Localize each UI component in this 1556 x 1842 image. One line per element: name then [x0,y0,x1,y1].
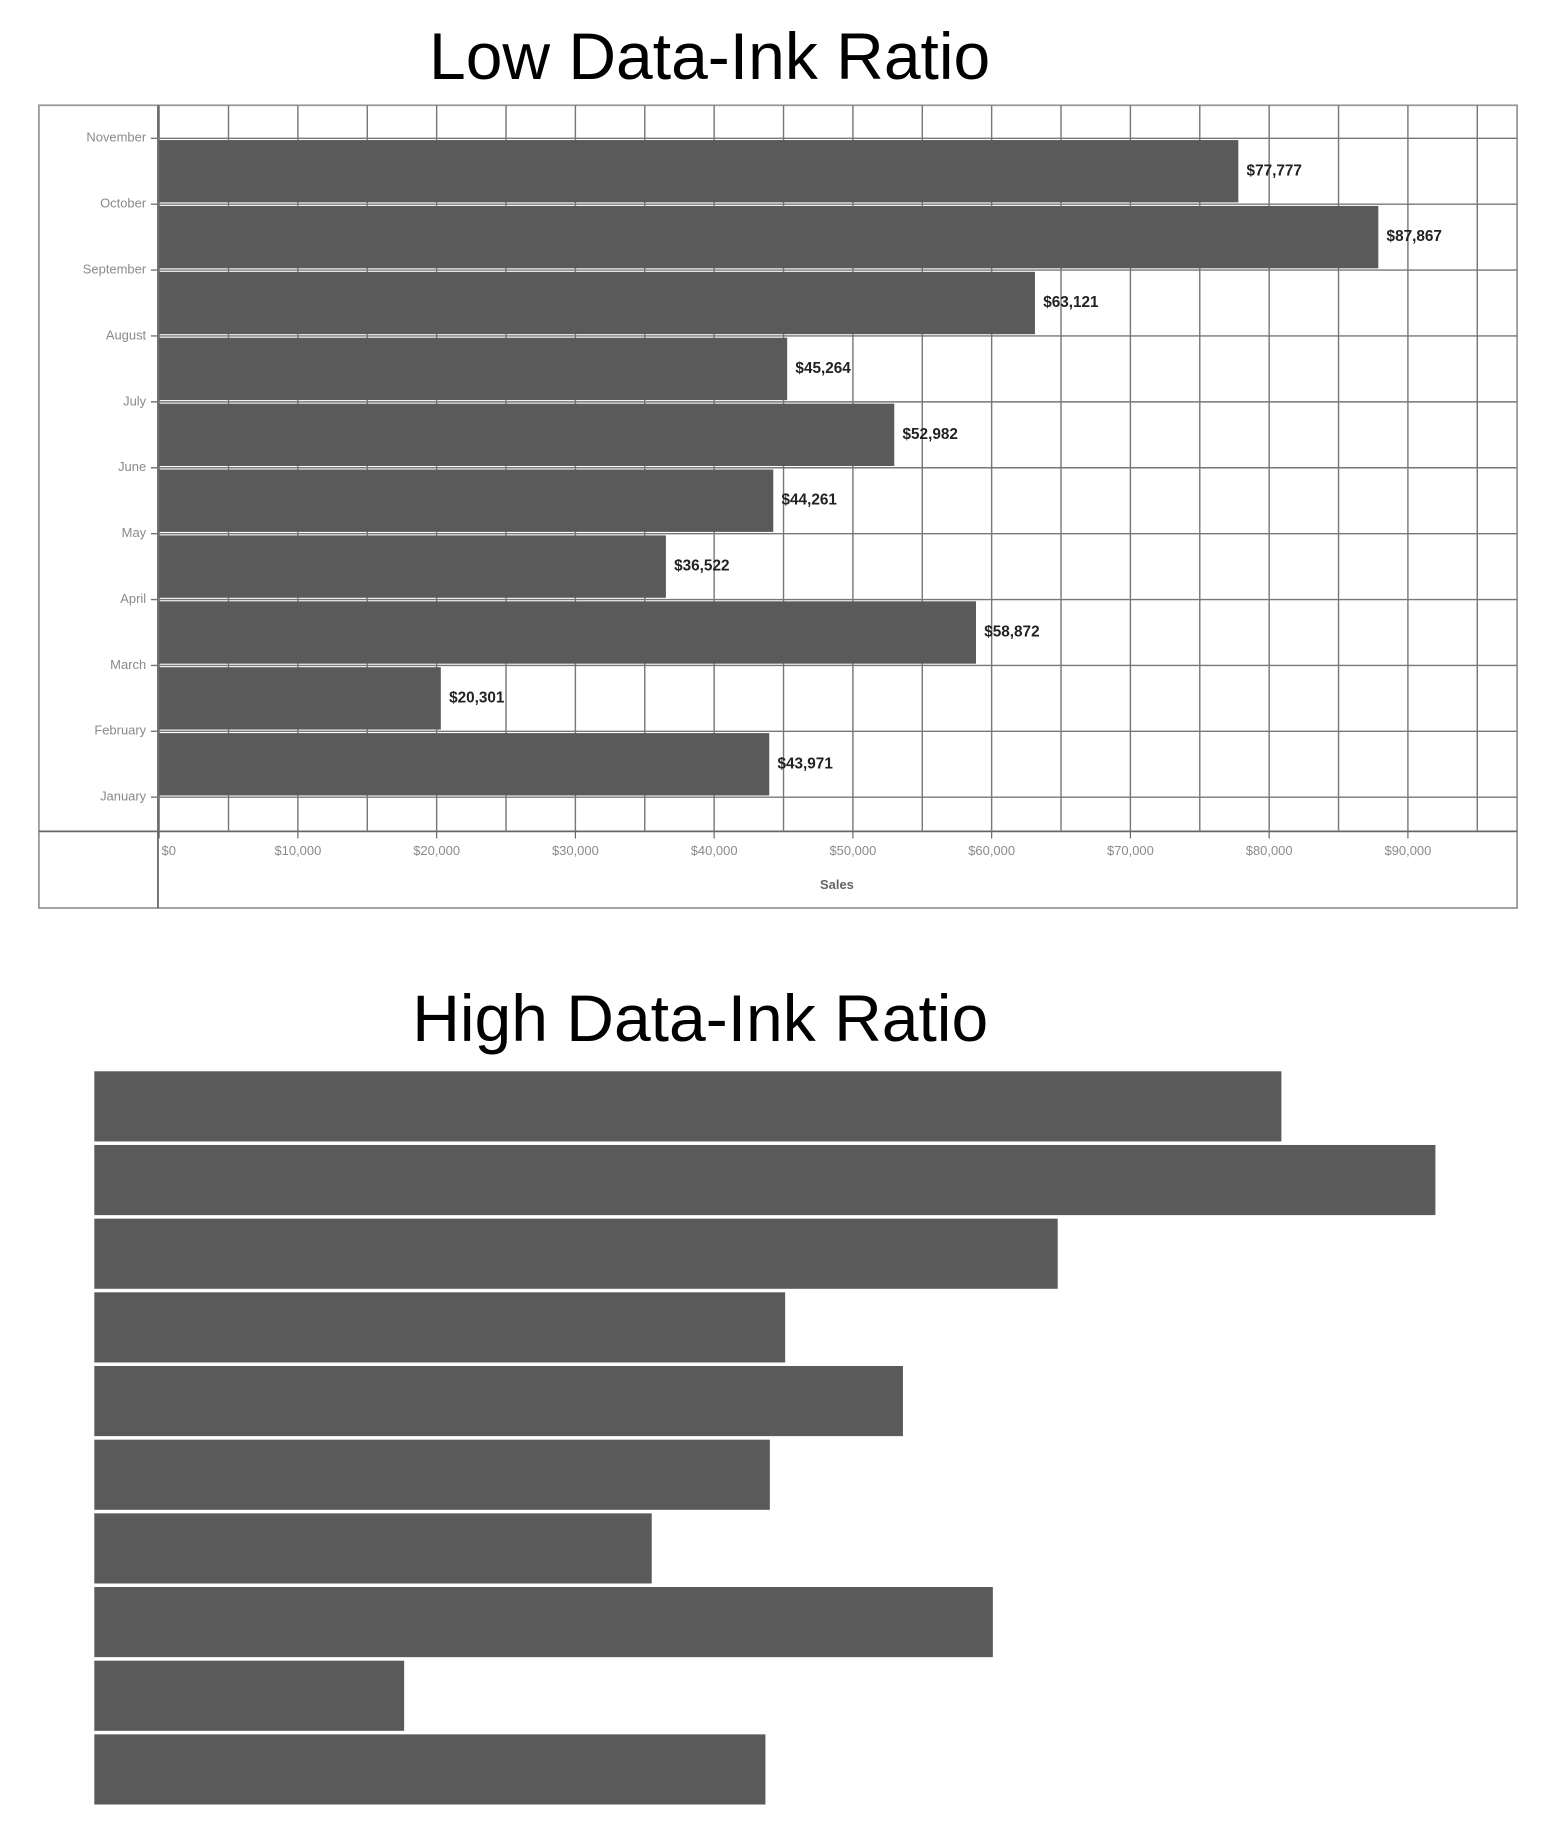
y-tick-label: August [106,327,147,342]
bar [159,469,774,532]
y-tick-label: February [94,723,146,738]
y-tick-label: June [118,459,146,474]
bar [159,403,895,466]
x-tick-label: $90,000 [1384,843,1431,858]
x-tick-label: $40,000 [691,843,738,858]
bar [94,1660,405,1731]
bar [94,1292,786,1363]
data-label: $43,971 [777,755,833,772]
bar [94,1144,1436,1216]
data-label: $77,777 [1247,162,1302,179]
y-tick-label: April [120,591,146,606]
y-tick-label: May [122,525,147,540]
bar [159,667,441,730]
data-label: $58,872 [984,624,1039,641]
bar [94,1439,770,1510]
data-label: $52,982 [903,426,958,443]
bar [159,733,770,796]
data-label: $45,264 [795,360,851,377]
x-tick-label: $60,000 [968,843,1015,858]
bar [159,337,788,401]
bar [159,601,976,664]
chart-title: High Data-Ink Ratio [412,981,988,1055]
data-label: $87,867 [1387,228,1442,245]
data-label: $20,301 [449,689,505,706]
bar [94,1734,766,1805]
bar [94,1071,1282,1142]
x-axis-label: Sales [820,877,854,892]
data-label: $63,121 [1043,294,1099,311]
data-label: $44,261 [782,492,838,509]
y-tick-label: January [100,789,147,804]
bar [159,535,666,598]
bar [94,1587,993,1658]
bar [94,1218,1058,1289]
y-tick-label: October [100,196,147,211]
x-tick-label: $70,000 [1107,843,1154,858]
bar [94,1365,903,1437]
x-tick-label: $10,000 [274,843,321,858]
chart-title: Low Data-Ink Ratio [429,19,990,93]
bar [159,140,1239,203]
x-tick-label: $30,000 [552,843,599,858]
bar [94,1513,652,1584]
y-tick-label: July [123,393,147,408]
x-tick-label: $80,000 [1246,843,1293,858]
bar [159,271,1035,335]
chart-frame [38,104,1518,909]
y-tick-label: September [83,261,147,276]
data-label: $36,522 [674,558,729,575]
bar [159,205,1379,269]
x-tick-label: $20,000 [413,843,460,858]
x-tick-label: $0 [161,843,175,858]
y-tick-label: November [86,130,146,145]
y-tick-label: March [110,657,146,672]
x-tick-label: $50,000 [829,843,876,858]
